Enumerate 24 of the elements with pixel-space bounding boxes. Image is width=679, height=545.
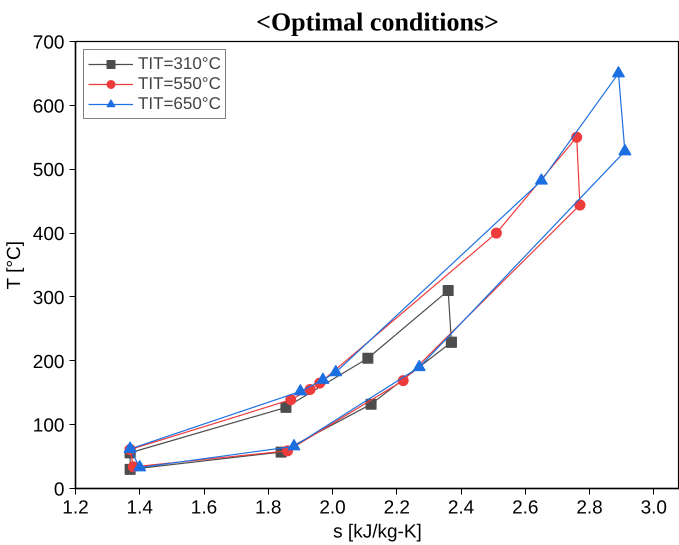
- y-tick-label: 400: [32, 224, 64, 246]
- y-tick-label: 0: [54, 480, 65, 500]
- y-tick-label: 500: [32, 160, 64, 182]
- x-tick-label: 2.6: [512, 498, 539, 518]
- x-tick-label: 3.0: [640, 498, 668, 518]
- x-tick-label: 2.8: [576, 498, 603, 518]
- x-tick-label: 2.2: [384, 498, 410, 518]
- x-tick-label: 1.2: [62, 498, 89, 518]
- y-tick-label: 200: [32, 352, 64, 373]
- y-tick-label: 300: [32, 288, 64, 309]
- x-tick-label: 2.4: [448, 498, 475, 518]
- x-tick-label: 1.6: [190, 498, 218, 518]
- y-axis-title: T [°C]: [4, 240, 25, 290]
- legend-label: TIT=650°C: [138, 94, 221, 114]
- y-tick-label: 700: [32, 32, 64, 54]
- x-tick-label: 2.0: [319, 498, 346, 518]
- legend-label: TIT=550°C: [138, 74, 221, 94]
- y-tick-label: 100: [32, 416, 64, 437]
- chart-title: <Optimal conditions>: [256, 8, 499, 36]
- x-tick-label: 1.4: [126, 498, 154, 518]
- y-tick-label: 600: [32, 96, 64, 118]
- x-axis-title: s [kJ/kg-K]: [333, 522, 422, 542]
- x-tick-label: 1.8: [255, 498, 282, 518]
- legend-label: TIT=310°C: [138, 54, 221, 74]
